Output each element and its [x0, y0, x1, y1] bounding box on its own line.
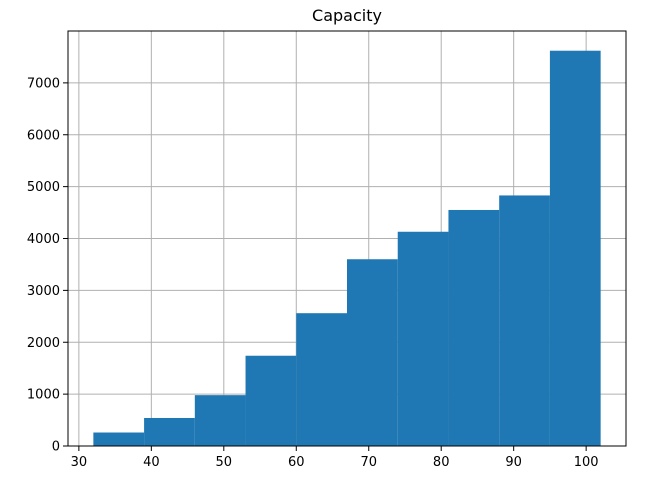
y-tick-label: 3000: [27, 284, 60, 299]
y-tick-label: 7000: [27, 76, 60, 91]
bars: [93, 50, 601, 447]
y-tick-label: 2000: [27, 336, 60, 351]
histogram-bar-5: [296, 313, 347, 446]
y-tick-label: 0: [52, 440, 60, 455]
histogram-bar-10: [549, 50, 601, 447]
histogram-bar-1: [93, 432, 145, 446]
histogram-bar-8: [448, 209, 500, 446]
x-tick-label: 60: [288, 455, 305, 470]
histogram-bar-4: [245, 355, 297, 446]
x-tick-label: 100: [574, 455, 599, 470]
histogram-bar-6: [347, 259, 398, 446]
x-tick-label: 50: [216, 455, 233, 470]
x-tick-label: 40: [143, 455, 160, 470]
histogram-bar-7: [397, 231, 449, 446]
x-tick-label: 80: [433, 455, 450, 470]
x-axis: 30 40 50 60 70 80 90 100: [71, 446, 599, 470]
y-axis: 0 1000 2000 3000 4000 5000 6000 7000: [27, 76, 68, 455]
x-tick-label: 70: [360, 455, 377, 470]
histogram-bar-3: [194, 395, 246, 446]
x-tick-label: 90: [505, 455, 522, 470]
y-tick-label: 4000: [27, 232, 60, 247]
y-tick-label: 6000: [27, 128, 60, 143]
histogram-bar-2: [144, 417, 195, 446]
y-tick-label: 5000: [27, 180, 60, 195]
y-tick-label: 1000: [27, 388, 60, 403]
histogram-bar-9: [499, 195, 550, 446]
chart-title: Capacity: [312, 6, 382, 25]
x-tick-label: 30: [71, 455, 88, 470]
